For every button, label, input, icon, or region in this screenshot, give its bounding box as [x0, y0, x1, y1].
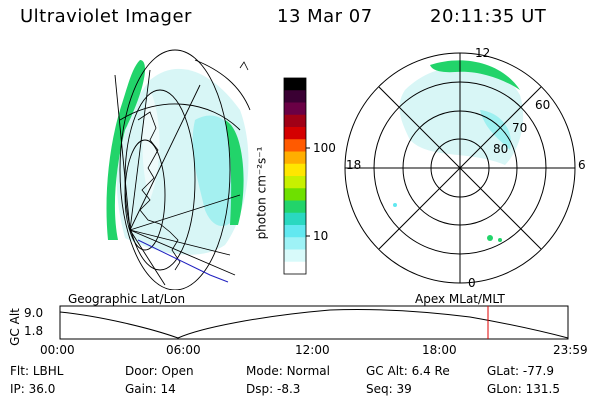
- info-door: Door: Open: [125, 364, 194, 378]
- colorbar-band: [284, 163, 306, 177]
- info-flt-val: LBHL: [32, 364, 64, 378]
- info-seq-val: 39: [396, 382, 412, 396]
- info-dsp: Dsp: -8.3: [246, 382, 300, 396]
- colorbar-band: [284, 176, 306, 189]
- timeline-xtick-3: 18:00: [422, 343, 457, 357]
- mlt-0-label: 0: [468, 276, 476, 290]
- timeline-ytick-max: 9.0: [24, 306, 44, 320]
- colorbar-band: [284, 139, 306, 152]
- colorbar-tick-10: 10: [313, 229, 329, 243]
- colorbar-band: [284, 78, 306, 91]
- info-mode: Mode: Normal: [246, 364, 330, 378]
- timeline-xtick-0: 00:00: [40, 343, 75, 357]
- info-mode-val: Normal: [286, 364, 330, 378]
- mlt-6-label: 6: [578, 158, 586, 172]
- colorbar-band: [284, 127, 306, 140]
- colorbar-band: [284, 200, 306, 214]
- info-gain-val: 14: [160, 382, 176, 396]
- colorbar-band: [284, 90, 306, 103]
- colorbar-band: [284, 114, 306, 128]
- timeline-xtick-4: 23:59: [553, 343, 588, 357]
- info-gcalt-val: 6.4 Re: [411, 364, 450, 378]
- colorbar-band: [284, 151, 306, 165]
- mlt-18-label: 18: [346, 158, 362, 172]
- info-dsp-key: Dsp:: [246, 382, 274, 396]
- info-glat: GLat: -77.9: [487, 364, 554, 378]
- lat-80-label: 80: [493, 142, 509, 156]
- info-flt: Flt: LBHL: [10, 364, 63, 378]
- info-ip-key: IP:: [10, 382, 25, 396]
- colorbar-band: [284, 225, 306, 238]
- colorbar-band: [284, 188, 306, 201]
- info-door-val: Open: [161, 364, 194, 378]
- info-seq: Seq: 39: [366, 382, 412, 396]
- info-ip-val: 36.0: [28, 382, 56, 396]
- colorbar: [283, 77, 310, 275]
- date-label: 13 Mar 07: [277, 6, 373, 27]
- info-gain: Gain: 14: [125, 382, 176, 396]
- mlt-12-label: 12: [475, 46, 491, 60]
- info-glon-val: 131.5: [525, 382, 560, 396]
- colorbar-band: [284, 237, 306, 250]
- info-gcalt: GC Alt: 6.4 Re: [366, 364, 450, 378]
- timeline-xtick-1: 06:00: [166, 343, 201, 357]
- time-label: 20:11:35 UT: [430, 6, 547, 27]
- info-dsp-val: -8.3: [276, 382, 301, 396]
- info-mode-key: Mode:: [246, 364, 283, 378]
- info-gcalt-key: GC Alt:: [366, 364, 408, 378]
- info-glon-key: GLon:: [487, 382, 522, 396]
- colorbar-band: [284, 261, 306, 275]
- geo-panel-label: Geographic Lat/Lon: [68, 292, 186, 306]
- info-glat-val: -77.9: [522, 364, 554, 378]
- info-ip: IP: 36.0: [10, 382, 55, 396]
- info-glon: GLon: 131.5: [487, 382, 560, 396]
- info-door-key: Door:: [125, 364, 158, 378]
- colorbar-tick-100: 100: [313, 141, 336, 155]
- instrument-title: Ultraviolet Imager: [20, 6, 192, 27]
- info-seq-key: Seq:: [366, 382, 393, 396]
- lat-70-label: 70: [512, 121, 528, 135]
- timeline-xtick-2: 12:00: [295, 343, 330, 357]
- colorbar-band: [284, 249, 306, 263]
- info-flt-key: Flt:: [10, 364, 29, 378]
- info-gain-key: Gain:: [125, 382, 157, 396]
- lat-60-label: 60: [535, 98, 551, 112]
- polar-panel-label: Apex MLat/MLT: [415, 292, 505, 306]
- timeline-ytick-min: 1.8: [24, 324, 44, 338]
- colorbar-band: [284, 102, 306, 116]
- info-glat-key: GLat:: [487, 364, 520, 378]
- colorbar-band: [284, 212, 306, 226]
